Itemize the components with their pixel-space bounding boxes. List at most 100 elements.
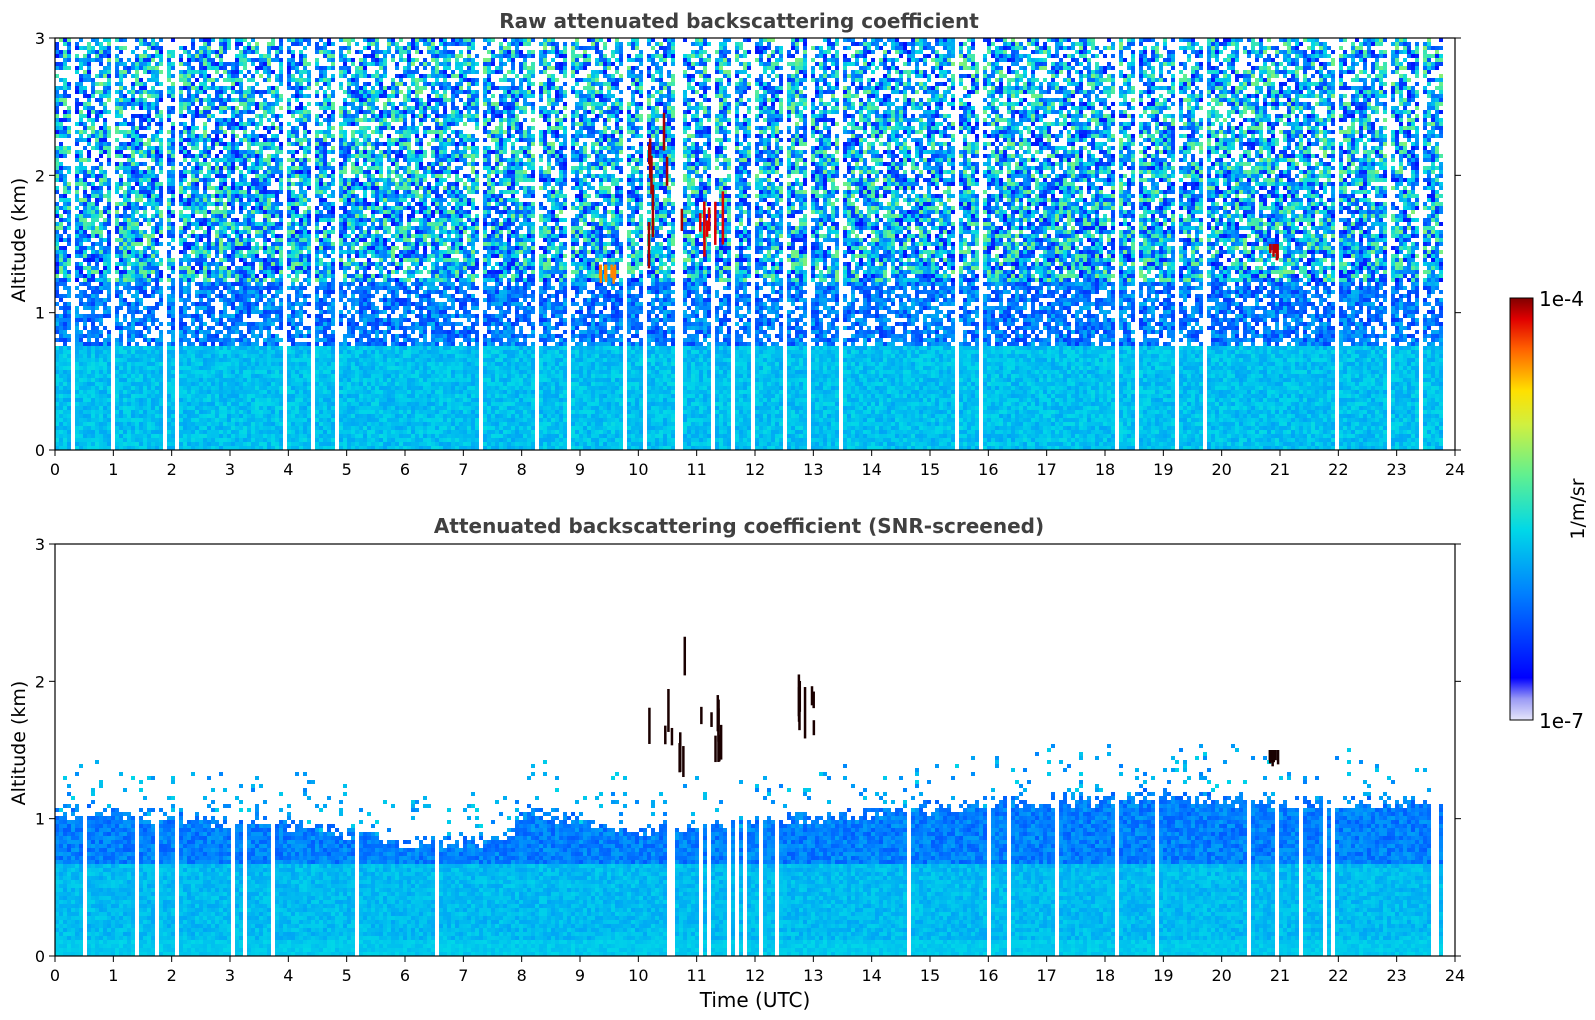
heatmap-cell (115, 294, 119, 298)
heatmap-cell (231, 162, 235, 166)
heatmap-cell (263, 138, 267, 142)
heatmap-cell (183, 434, 187, 438)
heatmap-cell (167, 158, 171, 162)
heatmap-cell (195, 154, 199, 158)
heatmap-cell (267, 326, 271, 330)
heatmap-cell (119, 366, 123, 370)
heatmap-cell (59, 402, 63, 406)
heatmap-cell (307, 146, 311, 150)
heatmap-cell (239, 350, 243, 354)
heatmap-cell (195, 282, 199, 286)
heatmap-cell (255, 206, 259, 210)
heatmap-cell (263, 302, 267, 306)
heatmap-cell (135, 294, 139, 298)
heatmap-cell (207, 402, 211, 406)
heatmap-cell (95, 318, 99, 322)
heatmap-cell (155, 338, 159, 342)
heatmap-cell (63, 362, 67, 366)
heatmap-cell (127, 190, 131, 194)
heatmap-cell (247, 286, 251, 290)
heatmap-cell (299, 246, 303, 250)
heatmap-cell (295, 206, 299, 210)
heatmap-cell (63, 326, 67, 330)
heatmap-cell (231, 374, 235, 378)
heatmap-cell (159, 146, 163, 150)
heatmap-cell (195, 414, 199, 418)
heatmap-cell (187, 110, 191, 114)
heatmap-cell (303, 242, 307, 246)
heatmap-cell (207, 110, 211, 114)
heatmap-cell (159, 274, 163, 278)
heatmap-cell (287, 338, 291, 342)
heatmap-cell (239, 90, 243, 94)
heatmap-cell (227, 234, 231, 238)
heatmap-cell (315, 422, 319, 426)
heatmap-cell (195, 254, 199, 258)
heatmap-cell (159, 210, 163, 214)
heatmap-cell (147, 326, 151, 330)
heatmap-cell (183, 406, 187, 410)
heatmap-cell (183, 298, 187, 302)
heatmap-cell (195, 70, 199, 74)
heatmap-cell (87, 330, 91, 334)
heatmap-cell (291, 234, 295, 238)
heatmap-cell (315, 174, 319, 178)
heatmap-cell (83, 258, 87, 262)
heatmap-cell (195, 442, 199, 446)
heatmap-cell (151, 202, 155, 206)
heatmap-cell (267, 246, 271, 250)
heatmap-cell (87, 438, 91, 442)
heatmap-cell (243, 350, 247, 354)
heatmap-cell (287, 122, 291, 126)
heatmap-cell (243, 334, 247, 338)
heatmap-cell (131, 402, 135, 406)
heatmap-cell (255, 394, 259, 398)
heatmap-cell (187, 186, 191, 190)
heatmap-cell (155, 214, 159, 218)
heatmap-cell (135, 254, 139, 258)
heatmap-cell (119, 182, 123, 186)
heatmap-cell (107, 410, 111, 414)
heatmap-cell (143, 194, 147, 198)
heatmap-cell (275, 394, 279, 398)
heatmap-cell (263, 394, 267, 398)
heatmap-cell (291, 58, 295, 62)
heatmap-cell (139, 322, 143, 326)
heatmap-cell (207, 106, 211, 110)
heatmap-cell (155, 398, 159, 402)
heatmap-cell (107, 430, 111, 434)
heatmap-cell (315, 434, 319, 438)
heatmap-cell (243, 202, 247, 206)
heatmap-cell (247, 350, 251, 354)
heatmap-cell (139, 410, 143, 414)
heatmap-cell (131, 226, 135, 230)
heatmap-cell (219, 86, 223, 90)
heatmap-cell (95, 378, 99, 382)
heatmap-cell (59, 214, 63, 218)
heatmap-cell (271, 134, 275, 138)
heatmap-cell (67, 270, 71, 274)
heatmap-cell (171, 66, 175, 70)
heatmap-cell (155, 78, 159, 82)
heatmap-cell (155, 262, 159, 266)
heatmap-cell (155, 422, 159, 426)
heatmap-cell (167, 94, 171, 98)
heatmap-cell (91, 230, 95, 234)
heatmap-cell (119, 322, 123, 326)
heatmap-cell (303, 298, 307, 302)
heatmap-cell (103, 302, 107, 306)
heatmap-cell (119, 338, 123, 342)
heatmap-cell (231, 258, 235, 262)
heatmap-cell (303, 194, 307, 198)
heatmap-cell (219, 294, 223, 298)
heatmap-cell (271, 306, 275, 310)
heatmap-cell (59, 294, 63, 298)
heatmap-cell (223, 218, 227, 222)
heatmap-cell (295, 302, 299, 306)
heatmap-cell (219, 186, 223, 190)
heatmap-cell (259, 278, 263, 282)
heatmap-cell (207, 354, 211, 358)
heatmap-cell (263, 322, 267, 326)
heatmap-cell (131, 170, 135, 174)
heatmap-cell (155, 230, 159, 234)
